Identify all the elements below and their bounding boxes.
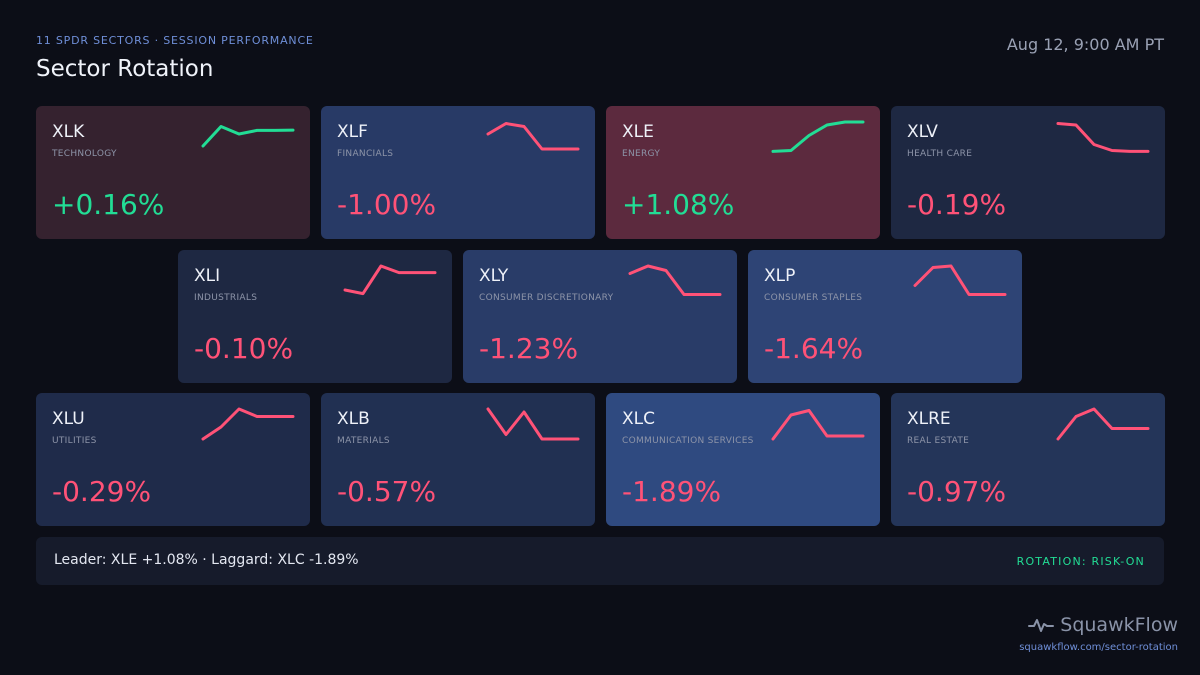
brand-url[interactable]: squawkflow.com/sector-rotation [1019,642,1178,653]
percent-change: -1.00% [337,188,437,221]
sector-name: TECHNOLOGY [52,149,117,159]
sector-name: UTILITIES [52,436,97,446]
sector-tile-xle[interactable]: XLE ENERGY +1.08% [606,106,880,239]
brand-logo[interactable]: SquawkFlow [1028,614,1178,636]
ticker-symbol: XLV [907,122,938,142]
sector-name: FINANCIALS [337,149,394,159]
sector-tile-xli[interactable]: XLI INDUSTRIALS -0.10% [178,250,452,383]
sector-name: HEALTH CARE [907,149,973,159]
timestamp: Aug 12, 9:00 AM PT [1006,35,1164,54]
ticker-symbol: XLE [622,122,654,142]
sector-name: MATERIALS [337,436,390,446]
percent-change: -0.97% [907,475,1007,508]
sparkline-path [486,407,580,441]
sparkline-path [343,264,437,296]
percent-change: -1.23% [479,332,579,365]
sparkline [771,120,865,153]
percent-change: -0.19% [907,188,1007,221]
sparkline-path [771,409,865,441]
sparkline-path [628,264,722,296]
sparkline-path [486,122,580,151]
sparkline [201,407,295,441]
sparkline [343,264,437,296]
sector-name: COMMUNICATION SERVICES [622,436,754,446]
percent-change: +0.16% [52,188,165,221]
sector-tile-xlre[interactable]: XLRE REAL ESTATE -0.97% [891,393,1165,526]
sparkline [771,409,865,441]
sparkline [628,264,722,296]
sector-tile-xly[interactable]: XLY CONSUMER DISCRETIONARY -1.23% [463,250,737,383]
pulse-icon [1028,619,1055,632]
sector-name: CONSUMER STAPLES [764,293,863,303]
percent-change: +1.08% [622,188,735,221]
rotation-status: ROTATION: RISK-ON [1016,555,1145,568]
percent-change: -0.57% [337,475,437,508]
summary-bar: Leader: XLE +1.08% · Laggard: XLC -1.89%… [36,537,1164,585]
leader-laggard-summary: Leader: XLE +1.08% · Laggard: XLC -1.89% [54,552,359,568]
sparkline [486,407,580,441]
ticker-symbol: XLY [479,266,509,286]
ticker-symbol: XLP [764,266,796,286]
sector-tile-xlf[interactable]: XLF FINANCIALS -1.00% [321,106,595,239]
sparkline [1056,122,1150,153]
sector-name: CONSUMER DISCRETIONARY [479,293,614,303]
ticker-symbol: XLRE [907,409,951,429]
ticker-symbol: XLF [337,122,368,142]
percent-change: -0.29% [52,475,152,508]
sparkline [201,125,295,148]
sparkline-path [1056,407,1150,441]
ticker-symbol: XLI [194,266,221,286]
sector-name: ENERGY [622,149,661,159]
sparkline-path [201,125,295,148]
ticker-symbol: XLB [337,409,370,429]
sparkline [1056,407,1150,441]
sparkline-path [1056,122,1150,153]
eyebrow-label: 11 SPDR SECTORS · SESSION PERFORMANCE [36,34,314,47]
percent-change: -1.64% [764,332,864,365]
sparkline [913,264,1007,296]
percent-change: -0.10% [194,332,294,365]
sector-name: REAL ESTATE [907,436,970,446]
ticker-symbol: XLU [52,409,85,429]
sector-tile-xlk[interactable]: XLK TECHNOLOGY +0.16% [36,106,310,239]
sparkline-path [771,120,865,153]
sector-name: INDUSTRIALS [194,293,258,303]
sector-tile-xlv[interactable]: XLV HEALTH CARE -0.19% [891,106,1165,239]
sector-tile-xlb[interactable]: XLB MATERIALS -0.57% [321,393,595,526]
ticker-symbol: XLC [622,409,655,429]
ticker-symbol: XLK [52,122,85,142]
page-title: Sector Rotation [36,56,214,82]
sector-tile-xlc[interactable]: XLC COMMUNICATION SERVICES -1.89% [606,393,880,526]
sector-tile-xlp[interactable]: XLP CONSUMER STAPLES -1.64% [748,250,1022,383]
sparkline [486,122,580,151]
percent-change: -1.89% [622,475,722,508]
sector-tile-xlu[interactable]: XLU UTILITIES -0.29% [36,393,310,526]
brand-name: SquawkFlow [1060,614,1178,636]
sparkline-path [201,407,295,441]
sparkline-path [913,264,1007,296]
